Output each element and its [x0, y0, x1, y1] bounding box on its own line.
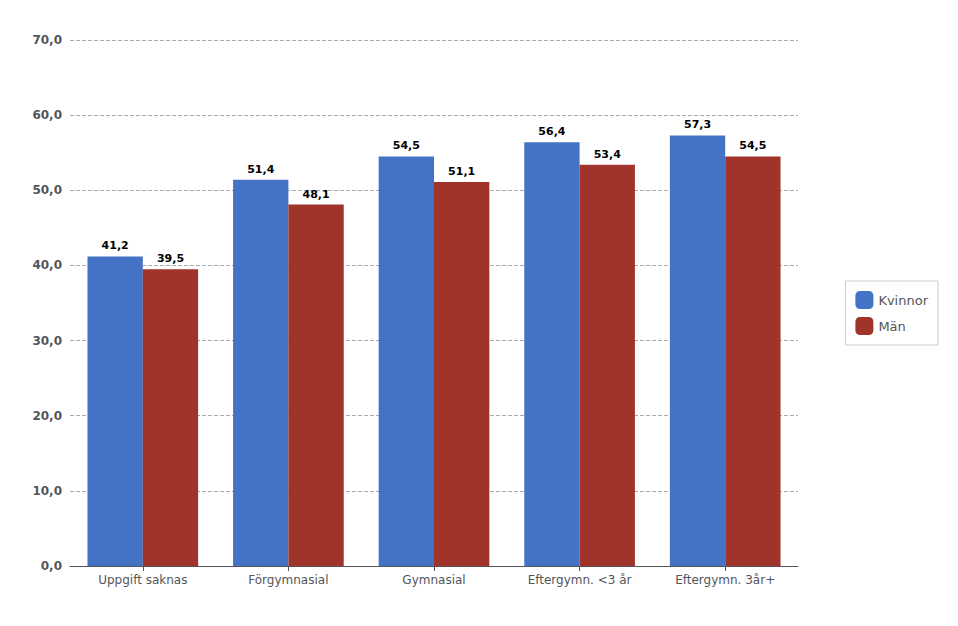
- svg-text:70,0: 70,0: [32, 33, 62, 47]
- svg-text:57,3: 57,3: [684, 118, 711, 131]
- svg-text:Uppgift saknas: Uppgift saknas: [98, 573, 187, 587]
- svg-text:50,0: 50,0: [32, 183, 62, 197]
- svg-text:Män: Män: [878, 319, 905, 334]
- svg-text:60,0: 60,0: [32, 108, 62, 122]
- svg-text:40,0: 40,0: [32, 258, 62, 272]
- svg-text:20,0: 20,0: [32, 409, 62, 423]
- svg-text:51,4: 51,4: [247, 163, 274, 176]
- svg-text:39,5: 39,5: [157, 252, 184, 265]
- svg-text:51,1: 51,1: [448, 165, 475, 178]
- svg-text:48,1: 48,1: [302, 188, 329, 201]
- svg-text:Eftergymn. <3 år: Eftergymn. <3 år: [528, 573, 632, 587]
- svg-text:Kvinnor: Kvinnor: [878, 293, 928, 308]
- svg-text:41,2: 41,2: [102, 239, 129, 252]
- svg-text:56,4: 56,4: [538, 125, 565, 138]
- svg-text:54,5: 54,5: [393, 139, 420, 152]
- svg-text:54,5: 54,5: [739, 139, 766, 152]
- svg-text:10,0: 10,0: [32, 484, 62, 498]
- svg-text:53,4: 53,4: [594, 148, 621, 161]
- svg-text:0,0: 0,0: [41, 559, 62, 573]
- svg-text:30,0: 30,0: [32, 334, 62, 348]
- svg-text:Förgymnasial: Förgymnasial: [248, 573, 328, 587]
- svg-text:Eftergymn. 3år+: Eftergymn. 3år+: [675, 573, 775, 587]
- svg-text:Gymnasial: Gymnasial: [402, 573, 465, 587]
